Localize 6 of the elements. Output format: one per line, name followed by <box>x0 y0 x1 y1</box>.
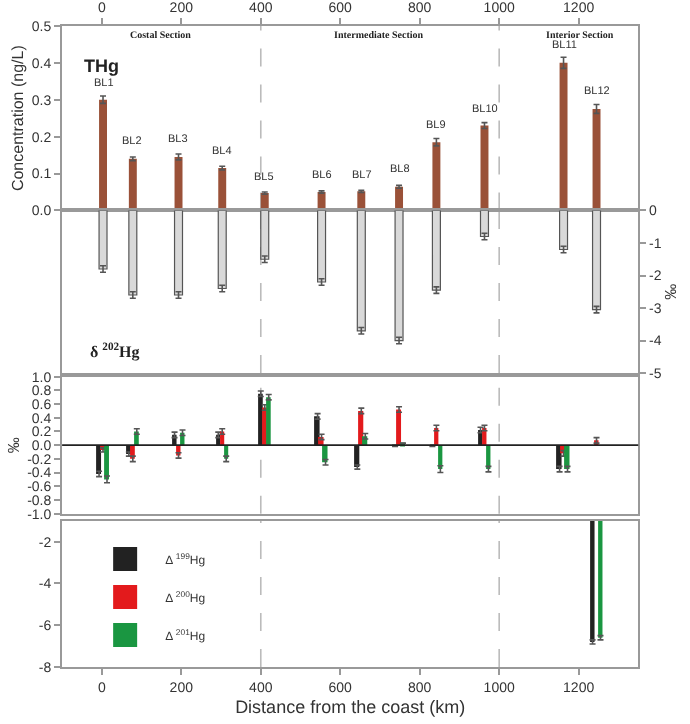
y-axis-title: ‰ <box>661 283 680 300</box>
y-axis-title: ‰ <box>4 437 23 454</box>
y-axis-title: Concentration (ng/L) <box>9 44 28 192</box>
x-axis-title: Distance from the coast (km) <box>235 697 466 718</box>
annotation: THg <box>84 56 119 76</box>
annotation: δ $^{202}$Hg <box>90 342 140 361</box>
